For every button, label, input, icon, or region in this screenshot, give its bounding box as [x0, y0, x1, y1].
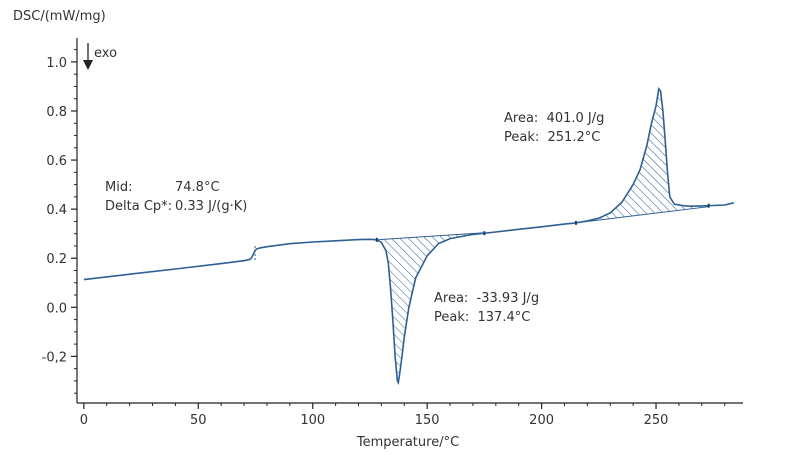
mid-value: 74.8°C [175, 180, 220, 195]
x-axis-ticks: 0 50 100 150 200 250 [80, 403, 726, 428]
x-tick-label: 50 [190, 413, 207, 428]
peak-area-hatch [575, 88, 709, 223]
endo-peak-text: Peak: 137.4°C [434, 310, 530, 325]
x-tick-label: 100 [300, 413, 325, 428]
peak-areas [376, 88, 709, 383]
endo-peak-annotation: Area: -33.93 J/g Peak: 137.4°C [434, 291, 539, 325]
exo-peak-text: Peak: 251.2°C [504, 130, 600, 145]
peak-baseline [376, 232, 485, 241]
glass-transition-annotation: Mid: 74.8°C Delta Cp*: 0.33 J/(g·K) [105, 180, 247, 214]
y-tick-label: 0.8 [46, 105, 67, 120]
exo-arrow-icon [83, 43, 93, 70]
y-axis-title: DSC/(mW/mg) [13, 9, 106, 24]
x-axis-title: Temperature/°C [356, 435, 459, 450]
delta-cp-label: Delta Cp*: [105, 199, 172, 214]
exo-peak-annotation: Area: 401.0 J/g Peak: 251.2°C [504, 111, 604, 145]
y-tick-label: 0.0 [46, 301, 67, 316]
peak-area-hatch [376, 232, 485, 383]
y-tick-label: 0.6 [46, 154, 67, 169]
x-tick-label: 150 [415, 413, 440, 428]
exo-label: exo [94, 46, 117, 61]
endo-area-text: Area: -33.93 J/g [434, 291, 539, 306]
y-tick-label: 0.2 [46, 252, 67, 267]
x-tick-label: 200 [529, 413, 554, 428]
curve-markers [254, 203, 710, 262]
x-tick-label: 250 [644, 413, 669, 428]
y-tick-label: 0.4 [46, 203, 67, 218]
peak-baseline [575, 206, 709, 224]
dsc-curve [83, 86, 734, 386]
y-axis-ticks: 1.0 0.8 0.6 0.4 0.2 0.0 -0,2 [42, 49, 77, 394]
exo-area-text: Area: 401.0 J/g [504, 111, 604, 126]
y-tick-label: 1.0 [46, 56, 67, 71]
mid-label: Mid: [105, 180, 132, 195]
delta-cp-value: 0.33 J/(g·K) [175, 199, 247, 214]
y-tick-label: -0,2 [42, 350, 67, 365]
x-tick-label: 0 [80, 413, 88, 428]
